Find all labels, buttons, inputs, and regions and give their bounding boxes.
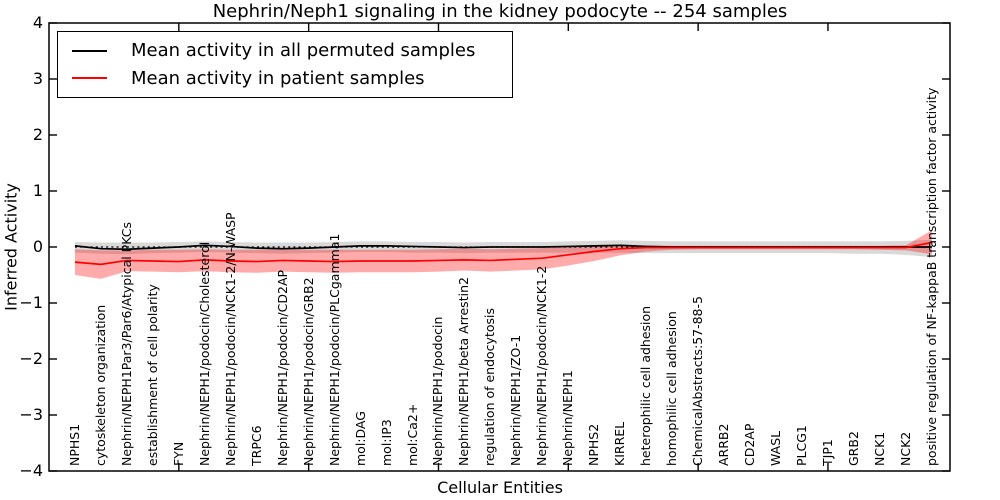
x-category-label: NCK1 [871,431,887,466]
y-tick-label: 3 [32,69,43,88]
x-category-label: regulation of endocytosis [482,308,498,466]
x-category-label: CD2AP [742,423,758,466]
x-category-label: Nephrin/NEPH1/podocin/PLCgamma1 [326,233,342,466]
x-category-label: ARRB2 [716,423,732,466]
legend-item-patient: Mean activity in patient samples [72,68,498,89]
y-tick-label: −3 [19,405,43,424]
x-category-label: homophilic cell adhesion [664,311,680,466]
x-category-label: Nephrin/NEPH1/podocin/Cholesterol [196,241,212,466]
x-category-label: NPHS2 [586,423,602,466]
legend-line-sample-red [72,77,107,80]
x-category-label: establishment of cell polarity [144,284,160,466]
x-axis-label: Cellular Entities [437,478,563,497]
y-tick-label: 2 [32,125,43,144]
y-tick-label: −2 [19,349,43,368]
y-tick-label: 4 [32,13,43,32]
x-category-label: PLCG1 [793,425,809,466]
x-category-label: Nephrin/NEPH1/podocin/CD2AP [274,269,290,466]
x-category-label: TJP1 [819,439,835,466]
permuted-band [74,239,932,258]
x-category-label: Nephrin/NEPH1/beta Arrestin2 [456,277,472,466]
x-category-label: Nephrin/NEPH1/podocin/NCK1-2 [534,265,550,466]
x-category-label: TRPC6 [248,425,264,466]
legend-label-permuted: Mean activity in all permuted samples [131,40,476,62]
x-category-label: KIRREL [612,421,628,466]
patient-mean-line [74,241,932,266]
x-category-label: Nephrin/NEPH1/podocin/GRB2 [300,277,316,466]
x-category-label: NCK2 [897,431,913,466]
legend-line-sample-black [72,49,107,52]
y-tick-label: −1 [19,293,43,312]
x-category-label: NPHS1 [66,423,82,466]
x-category-label: Nephrin/NEPH1 [560,370,576,466]
x-category-label: mol:DAG [352,411,368,466]
x-category-label: FYN [170,441,186,466]
x-category-label: positive regulation of NF-kappaB transcr… [923,87,939,466]
legend-label-patient: Mean activity in patient samples [131,67,425,89]
x-category-label: Nephrin/NEPH1Par3/Par6/Atypical PKCs [118,222,134,466]
y-tick-label: −4 [19,461,43,480]
x-category-label: Nephrin/NEPH1/podocin [430,316,446,466]
chart-title: Nephrin/Neph1 signaling in the kidney po… [212,1,788,22]
legend: Mean activity in all permuted samples Me… [57,31,513,98]
x-category-label: Nephrin/NEPH1/podocin/NCK1-2/N-WASP [222,212,238,466]
x-category-label: mol:Ca2+ [404,403,420,466]
patient-band [74,230,932,279]
x-category-label: ChemicalAbstracts:57-88-5 [690,296,706,466]
x-category-label: cytoskeleton organization [92,304,108,466]
y-tick-label: 1 [32,181,43,200]
x-category-label: GRB2 [845,431,861,466]
x-category-label: WASL [768,430,784,466]
x-category-label: Nephrin/NEPH1/ZO-1 [508,334,524,466]
x-category-label: heterophilic cell adhesion [638,305,654,466]
x-category-label: mol:IP3 [378,419,394,466]
legend-item-permuted: Mean activity in all permuted samples [72,40,498,61]
y-tick-label: 0 [32,237,43,256]
